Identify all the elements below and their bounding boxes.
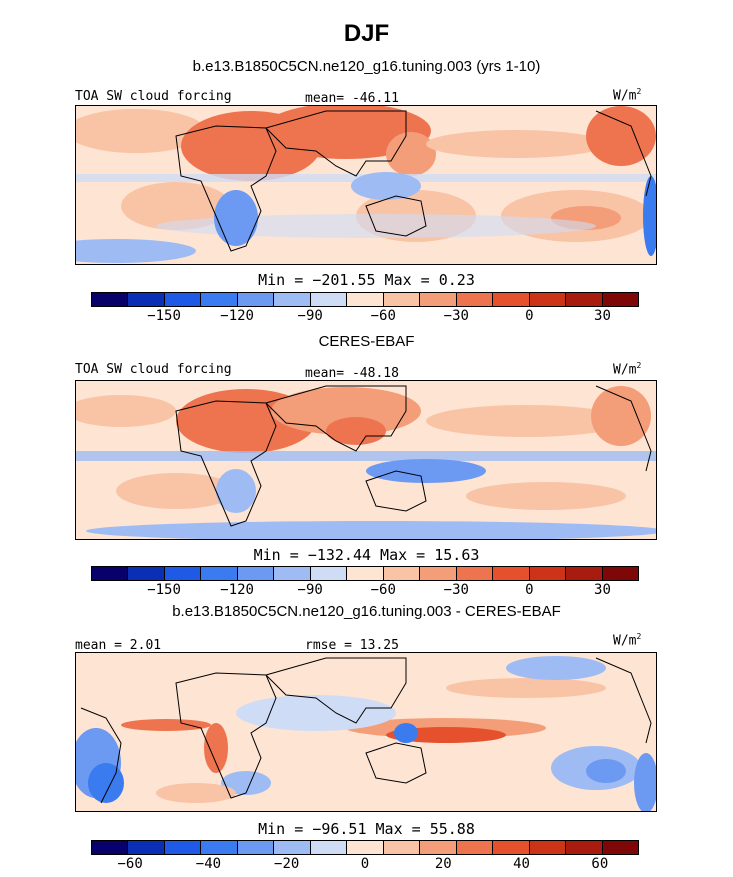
panel-2-map	[75, 380, 657, 540]
panel-3-units: W/m2	[613, 632, 642, 649]
panel-2-title: CERES-EBAF	[318, 333, 415, 350]
colorbar-segment	[383, 567, 421, 580]
colorbar-tick-label: −30	[443, 582, 469, 598]
colorbar-tick-label: 30	[594, 582, 611, 598]
colorbar-tick-label: −20	[274, 856, 300, 872]
colorbar-segment	[274, 293, 311, 306]
colorbar-segment	[237, 841, 275, 854]
panel-2-units: W/m2	[613, 361, 642, 378]
colorbar-tick-label: −150	[147, 308, 181, 324]
colorbar-segment	[347, 567, 384, 580]
colorbar-segment	[237, 293, 275, 306]
figure-title: DJF	[343, 20, 390, 47]
panel-3-min-max: Min = −96.51 Max = 55.88	[258, 820, 475, 838]
colorbar-segment	[493, 567, 530, 580]
colorbar-tick-label: 0	[525, 308, 534, 324]
panel-3-title: b.e13.B1850C5CN.ne120_g16.tuning.003 - C…	[172, 603, 561, 620]
panel-2-mean-label: mean= -48.18	[305, 366, 399, 381]
panel-2-colorbar	[91, 566, 639, 581]
panel-1-map	[75, 105, 657, 265]
colorbar-tick-label: 60	[591, 856, 609, 872]
colorbar-tick-label: 0	[525, 582, 534, 598]
panel-3-rmse-label: rmse = 13.25	[305, 638, 399, 653]
panel-2-colorbar-ticks: −150 −120 −90 −60 −30 0 30	[91, 582, 639, 602]
colorbar-segment	[310, 841, 348, 854]
panel-1-colorbar-ticks: −150 −120 −90 −60 −30 0 30	[91, 308, 639, 328]
colorbar-tick-label: −90	[297, 308, 323, 324]
colorbar-segment	[456, 841, 494, 854]
colorbar-segment	[164, 841, 202, 854]
colorbar-segment	[164, 293, 202, 306]
colorbar-segment	[602, 567, 639, 580]
colorbar-segment	[566, 841, 603, 854]
colorbar-segment	[529, 293, 567, 306]
colorbar-segment	[493, 841, 530, 854]
colorbar-segment	[92, 841, 129, 854]
colorbar-segment	[456, 293, 494, 306]
colorbar-segment	[237, 567, 275, 580]
colorbar-tick-label: 40	[513, 856, 530, 872]
panel-1-colorbar	[91, 292, 639, 307]
panel-3-mean-label: mean = 2.01	[75, 638, 162, 653]
colorbar-segment	[92, 293, 129, 306]
colorbar-segment	[566, 293, 603, 306]
panel-1-title: b.e13.B1850C5CN.ne120_g16.tuning.003 (yr…	[192, 58, 541, 75]
colorbar-segment	[493, 293, 530, 306]
panel-1-units: W/m2	[613, 87, 642, 104]
colorbar-tick-label: −90	[297, 582, 323, 598]
colorbar-segment	[128, 841, 165, 854]
panel-3-map	[75, 652, 657, 812]
colorbar-tick-label: −60	[370, 582, 396, 598]
colorbar-segment	[602, 293, 639, 306]
colorbar-segment	[201, 841, 238, 854]
panel-2-field-label: TOA SW cloud forcing	[75, 362, 232, 377]
colorbar-segment	[420, 841, 457, 854]
colorbar-tick-label: −30	[443, 308, 469, 324]
colorbar-segment	[347, 841, 384, 854]
colorbar-segment	[529, 567, 567, 580]
colorbar-segment	[164, 567, 202, 580]
colorbar-segment	[128, 293, 165, 306]
colorbar-segment	[274, 567, 311, 580]
panel-1-min-max: Min = −201.55 Max = 0.23	[258, 271, 475, 289]
colorbar-segment	[383, 841, 421, 854]
colorbar-segment	[420, 293, 457, 306]
colorbar-segment	[201, 567, 238, 580]
colorbar-segment	[566, 567, 603, 580]
colorbar-tick-label: 0	[360, 856, 370, 872]
panel-2-map-plot	[76, 381, 656, 539]
panel-1-field-label: TOA SW cloud forcing	[75, 89, 232, 104]
colorbar-tick-label: 20	[434, 856, 452, 872]
colorbar-segment	[420, 567, 457, 580]
colorbar-segment	[274, 841, 311, 854]
colorbar-tick-label: −150	[147, 582, 181, 598]
panel-1-mean-label: mean= -46.11	[305, 91, 399, 106]
panel-3-colorbar-ticks: −60 −40 −20 0 20 40 60	[91, 856, 639, 876]
panel-1-map-plot	[76, 106, 656, 264]
colorbar-segment	[602, 841, 639, 854]
colorbar-tick-label: −40	[195, 856, 222, 872]
colorbar-tick-label: −60	[117, 856, 143, 872]
colorbar-tick-label: −60	[370, 308, 396, 324]
colorbar-segment	[128, 567, 165, 580]
colorbar-segment	[529, 841, 567, 854]
colorbar-tick-label: 30	[594, 308, 611, 324]
panel-2-min-max: Min = −132.44 Max = 15.63	[253, 546, 480, 564]
colorbar-segment	[201, 293, 238, 306]
panel-3-colorbar	[91, 840, 639, 855]
colorbar-segment	[310, 567, 348, 580]
colorbar-segment	[383, 293, 421, 306]
colorbar-tick-label: −120	[220, 582, 254, 598]
colorbar-segment	[347, 293, 384, 306]
colorbar-segment	[92, 567, 129, 580]
panel-3-map-plot	[76, 653, 656, 811]
colorbar-segment	[456, 567, 494, 580]
colorbar-tick-label: −120	[220, 308, 254, 324]
colorbar-segment	[310, 293, 348, 306]
